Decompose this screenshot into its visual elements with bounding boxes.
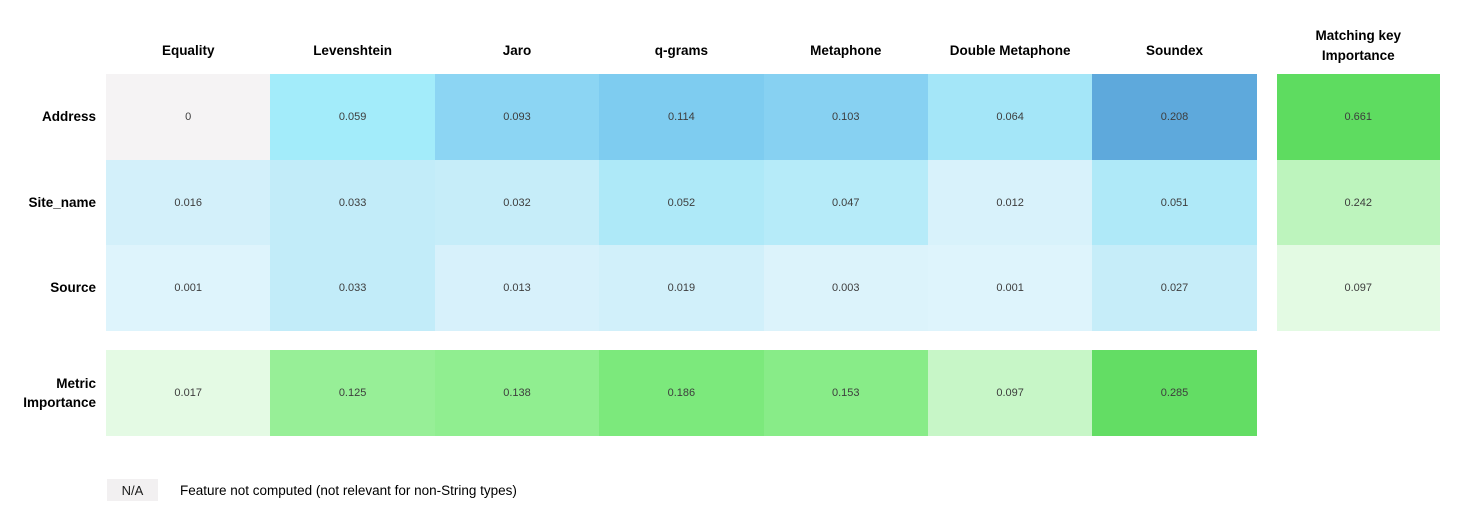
column-header-metaphone: Metaphone [810,43,882,58]
column-header-double-metaphone: Double Metaphone [949,43,1071,58]
column-gap [1257,350,1277,436]
cell-metric-importance-metaphone: 0.153 [763,350,928,437]
row-label-metric-importance: Metric Importance [0,350,106,436]
column-header-levenshtein: Levenshtein [313,43,392,58]
legend: N/A Feature not computed (not relevant f… [107,479,1465,502]
cell-address-levenshtein: 0.059 [270,74,435,160]
column-gap [1257,245,1277,331]
column-gap [1257,0,1277,74]
header-spacer [0,0,106,74]
cell-address-matching-key-importance: 0.661 [1276,74,1440,160]
column-header-jaro: Jaro [502,43,532,58]
legend-description: Feature not computed (not relevant for n… [180,482,517,498]
row-label-address: Address [41,109,96,125]
matching-key-header-line2: Importance [1321,47,1395,63]
cell-source-jaro: 0.013 [434,245,600,332]
cell-site-name-equality: 0.016 [106,159,271,246]
column-header-equality: Equality [161,43,215,58]
column-gap [1257,74,1277,160]
cell-address-soundex: 0.208 [1092,74,1257,160]
cell-source-levenshtein: 0.033 [270,245,435,332]
cell-source-matching-key-importance: 0.097 [1276,245,1440,332]
column-header-qgrams: q-grams [654,43,708,58]
cell-address-double-metaphone: 0.064 [927,74,1093,160]
column-header-soundex: Soundex [1146,43,1204,58]
heatmap-row-source: Source 0.001 0.033 0.013 0.019 0.003 0.0… [0,245,1465,332]
column-gap [1257,160,1277,246]
cell-site-name-levenshtein: 0.033 [270,159,435,246]
cell-metric-importance-equality: 0.017 [106,350,271,437]
cell-site-name-double-metaphone: 0.012 [927,159,1093,246]
row-label-source: Source [50,280,96,296]
cell-address-equality: 0 [106,74,271,160]
cell-site-name-qgrams: 0.052 [599,159,764,246]
cell-metric-importance-double-metaphone: 0.097 [927,350,1093,437]
cell-address-metaphone: 0.103 [763,74,928,160]
cell-metric-importance-levenshtein: 0.125 [270,350,435,437]
cell-site-name-metaphone: 0.047 [763,159,928,246]
metric-label-line1: Metric [56,375,96,391]
cell-metric-importance-jaro: 0.138 [434,350,600,437]
heatmap-row-metric-importance: Metric Importance 0.017 0.125 0.138 0.18… [0,350,1465,437]
cell-site-name-matching-key-importance: 0.242 [1276,159,1440,246]
cell-source-qgrams: 0.019 [599,245,764,332]
cell-source-metaphone: 0.003 [763,245,928,332]
legend-na-swatch: N/A [107,479,158,502]
column-header-matching-key-importance: Matching key Importance [1277,0,1440,74]
header-row: Equality Levenshtein Jaro q-grams Metaph… [0,0,1465,74]
cell-metric-importance-soundex: 0.285 [1092,350,1257,437]
cell-address-qgrams: 0.114 [599,74,764,160]
cell-source-double-metaphone: 0.001 [927,245,1093,332]
cell-source-equality: 0.001 [106,245,271,332]
metric-label-line2: Importance [23,395,96,411]
cell-metric-importance-empty [1277,350,1440,436]
cell-source-soundex: 0.027 [1092,245,1257,332]
cell-site-name-soundex: 0.051 [1092,159,1257,246]
matching-key-header-line1: Matching key [1315,27,1401,43]
heatmap-row-address: Address 0 0.059 0.093 0.114 0.103 0.064 … [0,74,1465,160]
row-label-site-name: Site_name [28,194,96,210]
cell-metric-importance-qgrams: 0.186 [599,350,764,437]
heatmap-row-site-name: Site_name 0.016 0.033 0.032 0.052 0.047 … [0,159,1465,246]
cell-address-jaro: 0.093 [434,74,600,160]
cell-site-name-jaro: 0.032 [434,159,600,246]
